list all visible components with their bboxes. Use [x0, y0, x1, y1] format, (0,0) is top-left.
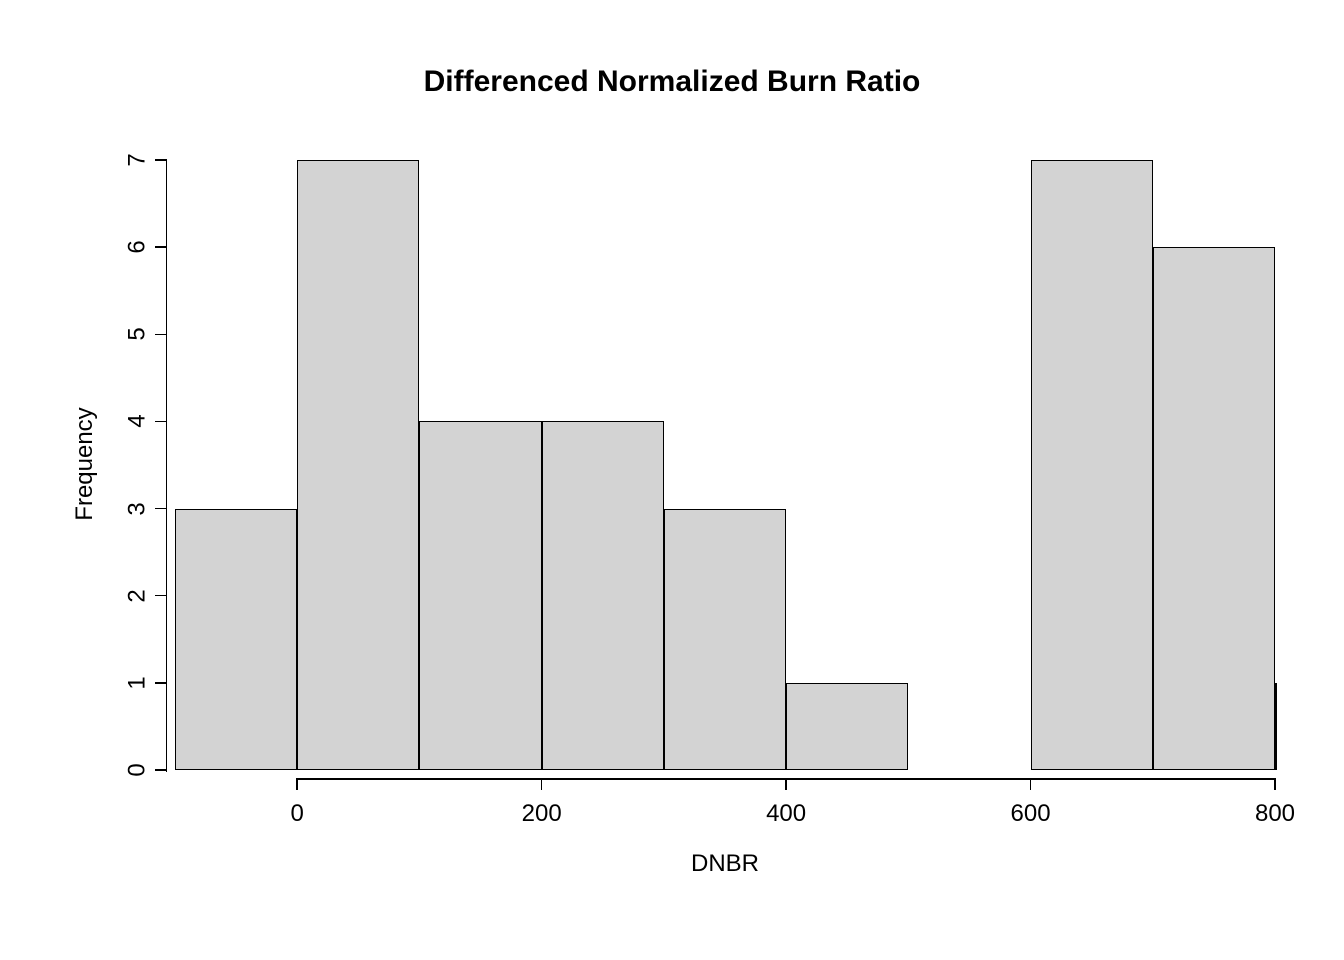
y-tick-mark: [155, 334, 167, 336]
x-tick-mark: [785, 778, 787, 790]
x-tick-mark: [296, 778, 298, 790]
x-tick-label: 800: [1225, 800, 1325, 828]
y-tick-mark: [155, 682, 167, 684]
histogram-bar: [1275, 683, 1277, 770]
histogram-bar: [419, 421, 541, 770]
histogram-bar: [786, 683, 908, 770]
y-tick-label: 1: [124, 676, 152, 689]
histogram-bar: [175, 509, 297, 770]
plot-area: 020040060080001234567: [175, 160, 1275, 770]
y-tick-label: 6: [124, 240, 152, 253]
x-tick-mark: [541, 778, 543, 790]
y-tick-mark: [155, 769, 167, 771]
y-tick-mark: [155, 508, 167, 510]
histogram-chart: Differenced Normalized Burn Ratio 020040…: [0, 0, 1344, 960]
histogram-bar: [1153, 247, 1275, 770]
y-tick-label: 3: [124, 502, 152, 515]
y-tick-label: 4: [124, 415, 152, 428]
x-tick-label: 0: [247, 800, 347, 828]
y-tick-label: 0: [124, 763, 152, 776]
y-tick-mark: [155, 159, 167, 161]
histogram-bar: [542, 421, 664, 770]
histogram-bar: [1031, 160, 1153, 770]
x-tick-mark: [1030, 778, 1032, 790]
chart-title: Differenced Normalized Burn Ratio: [0, 65, 1344, 99]
y-tick-label: 7: [124, 153, 152, 166]
y-tick-mark: [155, 246, 167, 248]
x-tick-label: 400: [736, 800, 836, 828]
y-tick-mark: [155, 595, 167, 597]
x-tick-mark: [1274, 778, 1276, 790]
y-axis-label: Frequency: [71, 364, 99, 564]
x-axis-label: DNBR: [175, 850, 1275, 878]
x-tick-label: 600: [981, 800, 1081, 828]
x-tick-label: 200: [492, 800, 592, 828]
histogram-bar: [664, 509, 786, 770]
y-tick-label: 2: [124, 589, 152, 602]
y-tick-mark: [155, 421, 167, 423]
histogram-bar: [297, 160, 419, 770]
y-axis-line: [166, 160, 168, 772]
y-tick-label: 5: [124, 328, 152, 341]
